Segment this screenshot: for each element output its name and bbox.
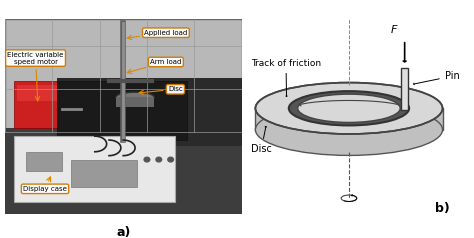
Bar [14,136,175,203]
Text: Arm load: Arm load [127,59,182,74]
Bar [5,128,242,214]
Text: Pin: Pin [414,71,459,85]
Text: Disc: Disc [139,86,183,94]
Text: Display case: Display case [23,177,67,192]
Ellipse shape [255,83,443,134]
Ellipse shape [298,94,400,122]
Ellipse shape [116,92,154,102]
Text: Electric variable
speed motor: Electric variable speed motor [8,52,64,101]
Ellipse shape [289,91,409,125]
Text: Disc: Disc [251,127,272,154]
Polygon shape [255,108,258,130]
Bar [116,97,154,107]
Bar [57,81,187,140]
Bar [26,152,62,171]
Text: b): b) [435,202,450,215]
Circle shape [168,157,173,162]
Text: F: F [390,25,397,35]
Polygon shape [255,108,443,130]
Bar [401,68,408,110]
Bar [14,81,62,128]
Text: Track of friction: Track of friction [251,59,321,96]
Bar [57,78,242,146]
Ellipse shape [255,104,443,155]
Text: Applied load: Applied load [127,30,188,40]
Text: a): a) [116,226,130,238]
Bar [17,85,59,101]
Circle shape [144,157,150,162]
Circle shape [156,157,162,162]
Bar [71,159,137,187]
